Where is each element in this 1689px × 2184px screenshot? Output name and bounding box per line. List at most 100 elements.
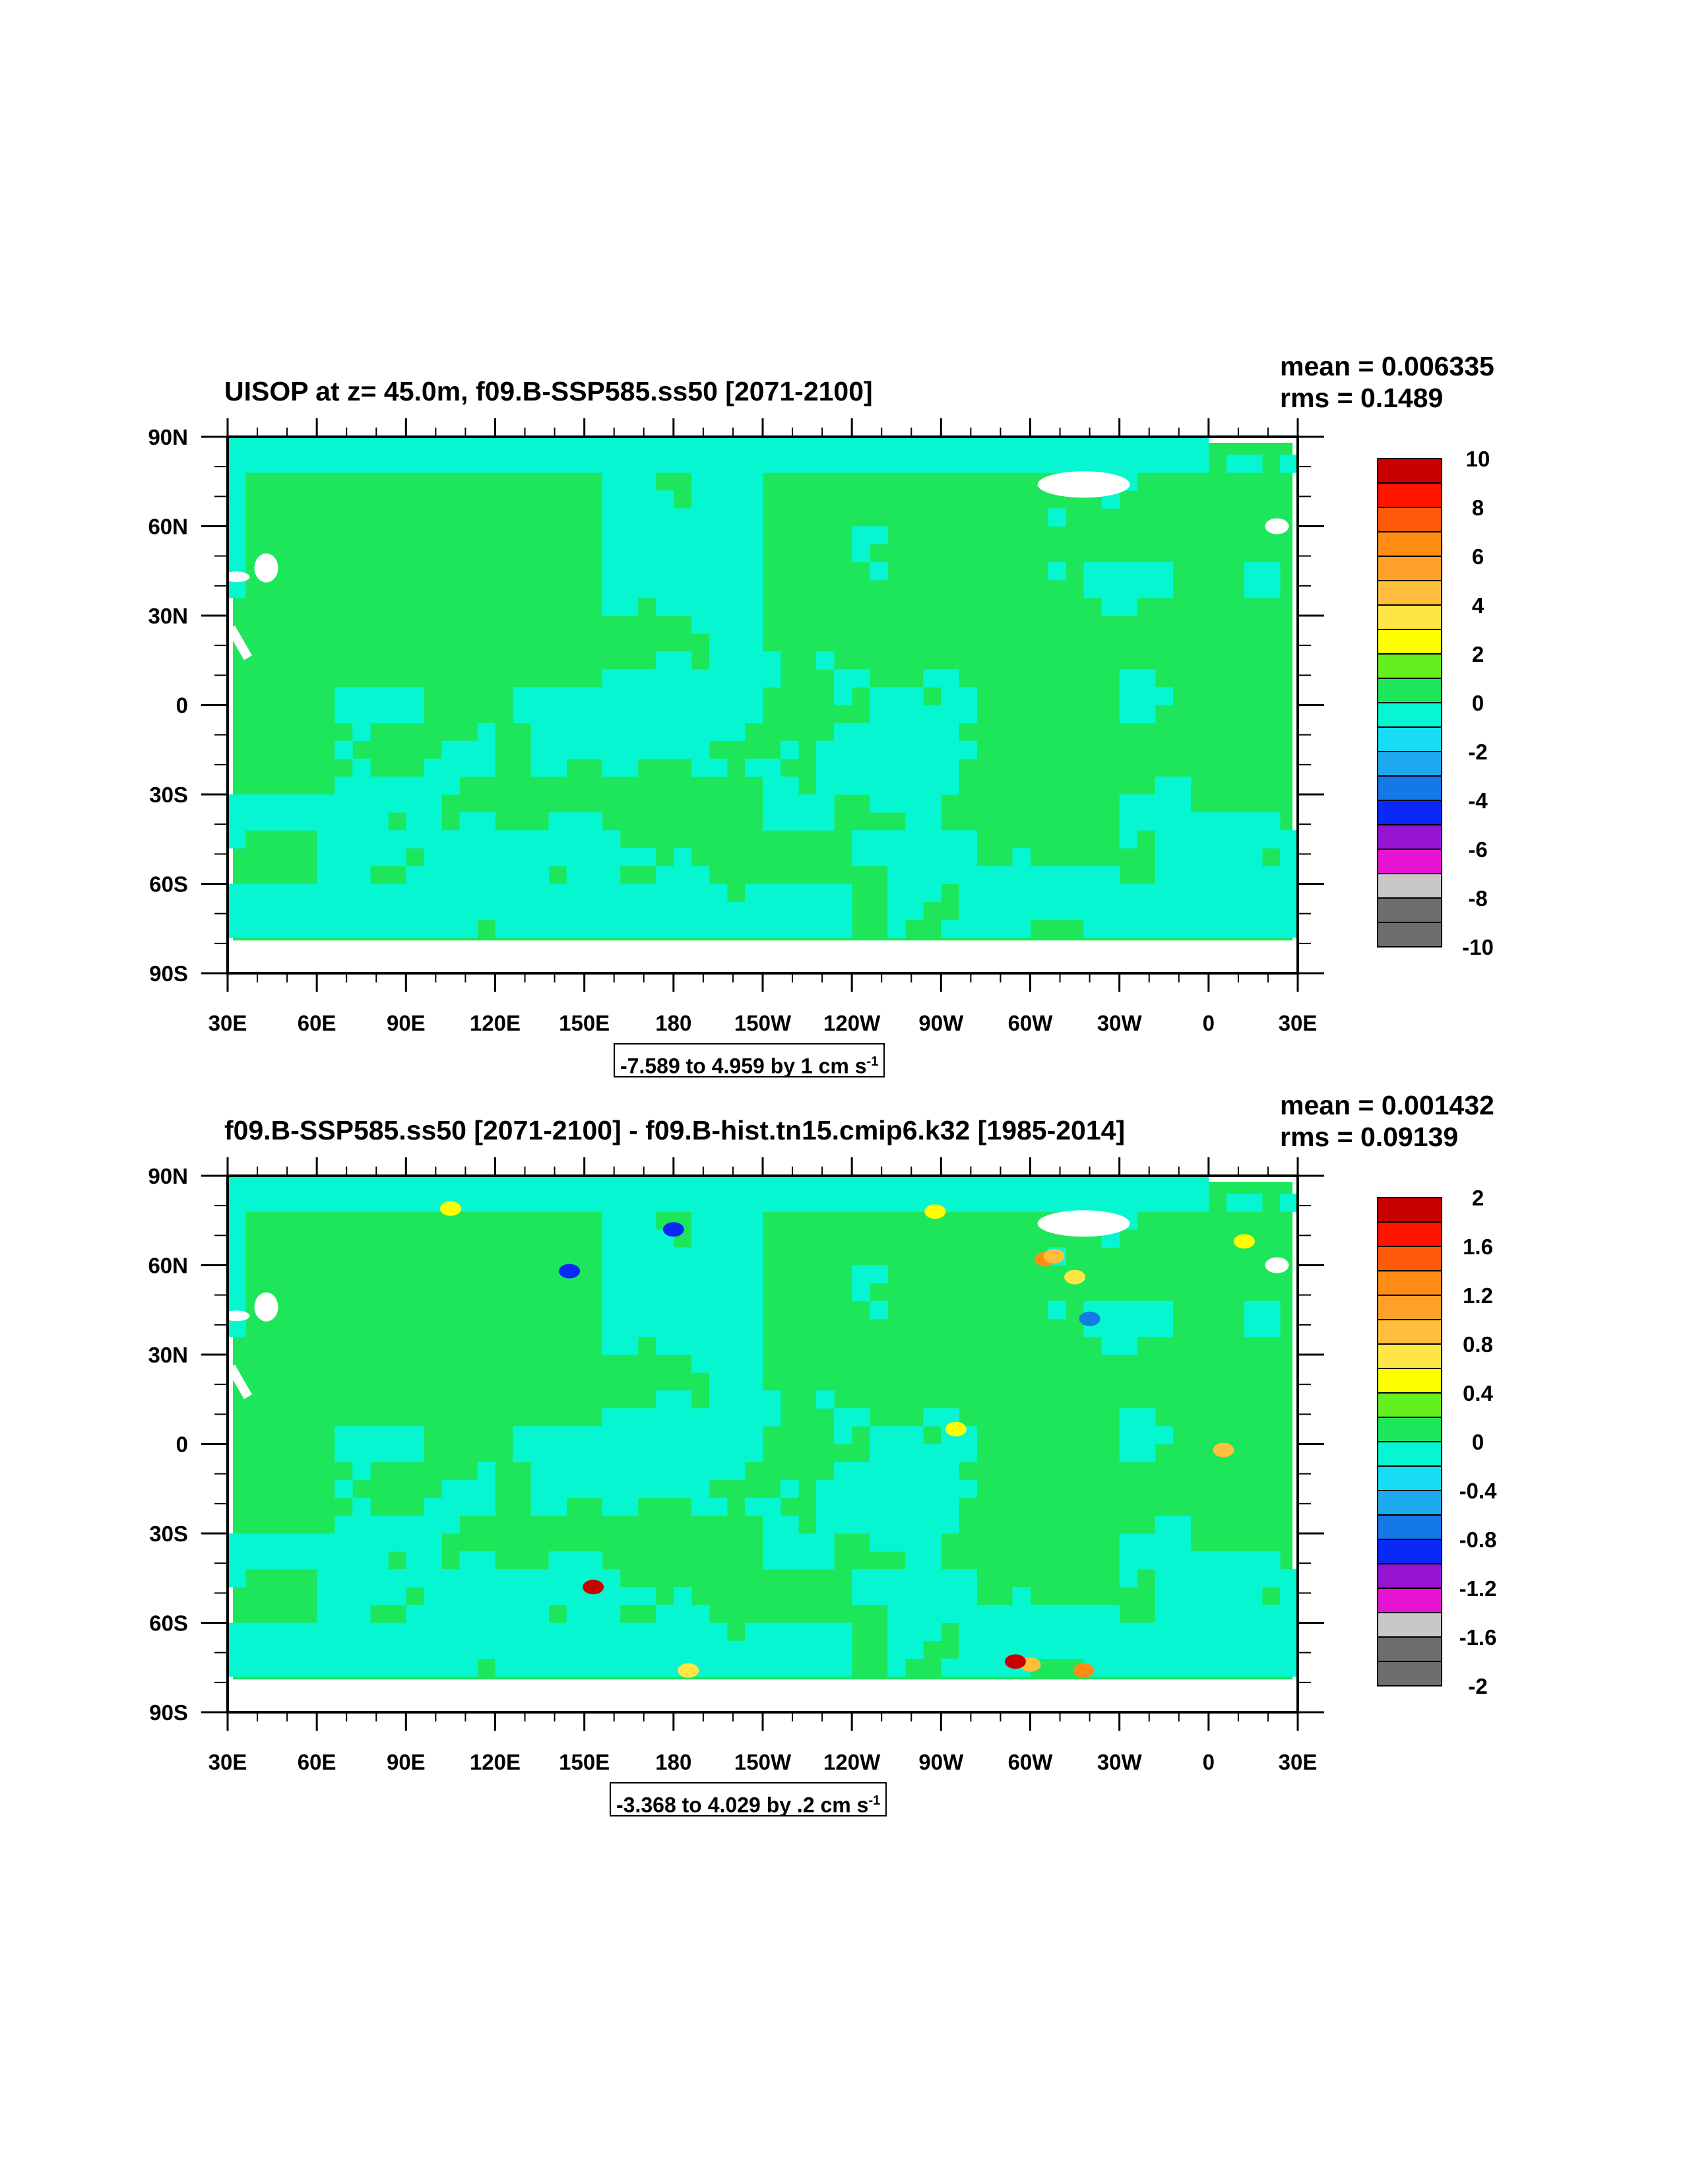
x-tick-label: 90W — [918, 1011, 964, 1035]
anomaly-hotspot — [924, 1204, 946, 1219]
colorbar-box — [1377, 1221, 1442, 1247]
y-tick-label: 30S — [149, 783, 188, 807]
contour-range-label: -3.368 to 4.029 by .2 cm s-1 — [610, 1782, 887, 1817]
colorbar-box — [1377, 458, 1442, 484]
x-tick-label: 60W — [1008, 1011, 1054, 1035]
colorbar-label: -8 — [1468, 886, 1487, 911]
colorbar: 10 8 6 4 2 0 -2 -4 -6 -8 -10 — [1377, 447, 1494, 959]
colorbar-label: 0 — [1472, 1430, 1484, 1454]
colorbar-box — [1377, 1343, 1442, 1369]
map-plot: 30E 60E 90E 120E 150E 180 150W 120W 90W 60W 30W 0 30… — [148, 418, 1494, 1035]
colorbar-label: -2 — [1468, 740, 1487, 764]
y-tick-label: 60N — [148, 1254, 188, 1278]
colorbar-box — [1377, 922, 1442, 947]
y-tick-label: 60N — [148, 515, 188, 539]
contour-field — [223, 437, 1298, 941]
colorbar-label: 2 — [1472, 642, 1484, 666]
anomaly-hotspot — [1213, 1442, 1234, 1458]
x-tick-label: 30W — [1097, 1011, 1143, 1035]
map-title: f09.B-SSP585.ss50 [2071-2100] - f09.B-hi… — [224, 1115, 1126, 1145]
colorbar-label: -1.2 — [1459, 1576, 1497, 1601]
rms-stat: rms = 0.09139 — [1280, 1122, 1459, 1152]
colorbar: 2 1.6 1.2 0.8 0.4 0 -0.4 -0.8 -1.2 -1.6 -2 — [1377, 1186, 1498, 1698]
axes: 30E 60E 90E 120E 150E 180 150W 120W 90W 60W 30W 0 30… — [148, 418, 1324, 1035]
colorbar-label: -0.4 — [1459, 1479, 1498, 1503]
axes: 30E 60E 90E 120E 150E 180 150W 120W 90W 60W 30W 0 30… — [148, 1157, 1324, 1774]
range-unit-exponent: -1 — [866, 1054, 879, 1069]
anomaly-hotspot — [439, 1201, 461, 1216]
colorbar-box — [1377, 1270, 1442, 1296]
colorbar-box — [1377, 507, 1442, 532]
anomaly-hotspot — [945, 1421, 967, 1436]
rms-stat: rms = 0.1489 — [1280, 383, 1444, 413]
colorbar-box — [1377, 1514, 1442, 1540]
y-tick-label: 30N — [148, 1343, 188, 1367]
colorbar-label: -10 — [1462, 935, 1494, 959]
colorbar-box — [1377, 751, 1442, 777]
colorbar-box — [1377, 1441, 1442, 1467]
x-tick-label: 150W — [734, 1011, 792, 1035]
colorbar-label: -0.8 — [1459, 1527, 1497, 1552]
x-tick-label: 180 — [655, 1011, 691, 1035]
colorbar-label: 2 — [1472, 1186, 1484, 1210]
colorbar-box — [1377, 873, 1442, 899]
colorbar-box — [1377, 1295, 1442, 1320]
colorbar-box — [1377, 1368, 1442, 1394]
anomaly-hotspot — [678, 1663, 699, 1678]
anomaly-hotspot — [1079, 1311, 1100, 1326]
colorbar-box — [1377, 629, 1442, 655]
colorbar-box — [1377, 726, 1442, 752]
y-tick-label: 30N — [148, 604, 188, 628]
anomaly-hotspot — [1233, 1234, 1255, 1249]
colorbar-label: 1.6 — [1463, 1235, 1493, 1259]
map-panel-difference: f09.B-SSP585.ss50 [2071-2100] - f09.B-hi… — [0, 1082, 1689, 1821]
y-tick-label: 30S — [149, 1522, 188, 1546]
colorbar-box — [1377, 1563, 1442, 1589]
y-tick-label: 90N — [148, 1164, 188, 1188]
colorbar-label: 4 — [1472, 593, 1484, 618]
x-tick-label: 30E — [208, 1750, 247, 1774]
colorbar-box — [1377, 702, 1442, 728]
x-tick-label: 120E — [470, 1750, 521, 1774]
contour-field — [223, 1176, 1298, 1680]
y-tick-label: 60S — [149, 1611, 188, 1636]
colorbar-box — [1377, 824, 1442, 850]
colorbar-box — [1377, 482, 1442, 508]
x-tick-label: 90E — [387, 1011, 426, 1035]
colorbar-box — [1377, 897, 1442, 923]
colorbar-label: 8 — [1472, 496, 1484, 520]
colorbar-box — [1377, 1417, 1442, 1442]
y-tick-label: 90S — [149, 961, 188, 986]
colorbar-box — [1377, 678, 1442, 703]
x-tick-label: 150W — [734, 1750, 792, 1774]
x-tick-label: 90E — [387, 1750, 426, 1774]
colorbar-label: -1.6 — [1459, 1625, 1497, 1650]
range-unit-exponent: -1 — [868, 1793, 881, 1808]
colorbar-box — [1377, 653, 1442, 679]
colorbar-label: -4 — [1468, 788, 1488, 813]
map-plot: 30E 60E 90E 120E 150E 180 150W 120W 90W 60W 30W 0 30… — [148, 1157, 1498, 1774]
y-tick-label: 90N — [148, 425, 188, 449]
x-tick-label: 120W — [823, 1750, 881, 1774]
x-tick-label: 90W — [918, 1750, 964, 1774]
anomaly-hotspot — [1004, 1654, 1026, 1669]
colorbar-box — [1377, 1661, 1442, 1686]
colorbar-label: 10 — [1466, 447, 1490, 471]
anomaly-hotspot — [1043, 1248, 1065, 1264]
x-tick-label: 30E — [1279, 1011, 1318, 1035]
colorbar-label: 0 — [1472, 691, 1484, 715]
range-text: -3.368 to 4.029 by .2 cm s — [616, 1793, 869, 1817]
x-tick-label: 0 — [1203, 1011, 1215, 1035]
colorbar-label: 0.4 — [1463, 1381, 1494, 1405]
colorbar-box — [1377, 1246, 1442, 1271]
mean-stat: mean = 0.006335 — [1280, 351, 1494, 381]
colorbar-label: -6 — [1468, 837, 1487, 862]
map-panel-future: UISOP at z= 45.0m, f09.B-SSP585.ss50 [20… — [0, 343, 1689, 1082]
colorbar-box — [1377, 580, 1442, 606]
colorbar-label: -2 — [1468, 1674, 1487, 1698]
colorbar-box — [1377, 1612, 1442, 1638]
colorbar-box — [1377, 849, 1442, 874]
x-tick-label: 180 — [655, 1750, 691, 1774]
colorbar-box — [1377, 1392, 1442, 1418]
colorbar-box — [1377, 1490, 1442, 1516]
